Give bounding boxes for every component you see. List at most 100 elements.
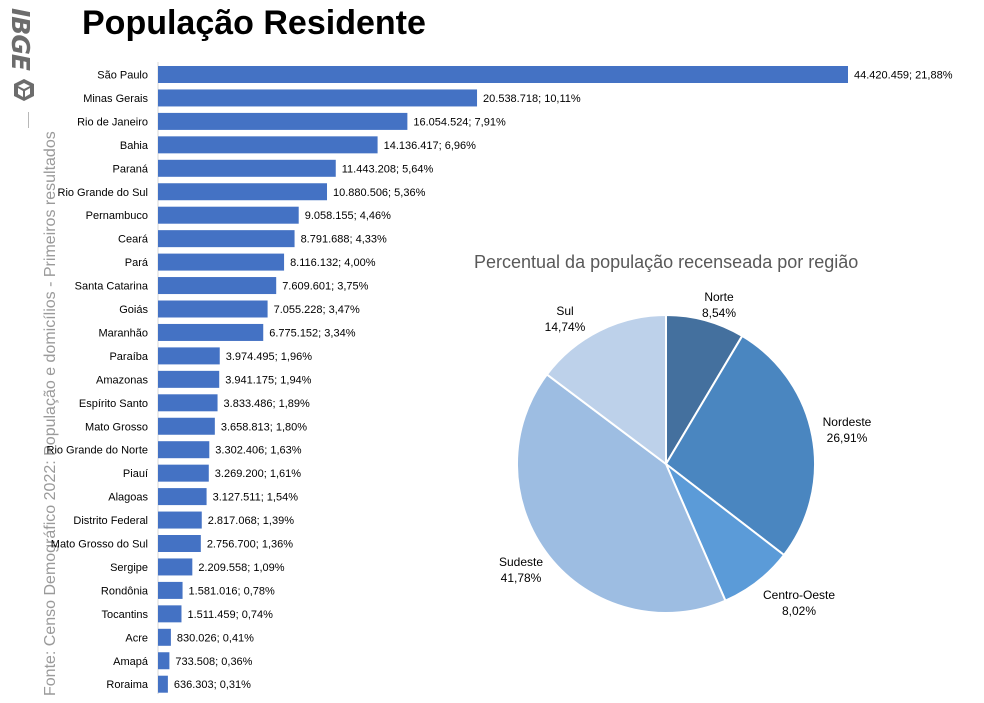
bar <box>158 417 215 435</box>
pie-slice-label: Nordeste <box>823 415 872 429</box>
bar <box>158 394 218 412</box>
bar-value-label: 3.658.813; 1,80% <box>221 421 307 433</box>
bar <box>158 628 171 646</box>
bar-value-label: 14.136.417; 6,96% <box>384 140 477 152</box>
bar <box>158 370 220 388</box>
bar-value-label: 830.026; 0,41% <box>177 632 254 644</box>
bar <box>158 277 277 295</box>
bar-category-label: Distrito Federal <box>73 515 148 527</box>
page-title: População Residente <box>82 4 426 42</box>
bar-value-label: 20.538.718; 10,11% <box>483 93 581 105</box>
pie-title: Percentual da população recenseada por r… <box>474 252 859 272</box>
bar <box>158 323 264 341</box>
bar-value-label: 8.116.132; 4,00% <box>290 257 376 269</box>
sidebar: IBGE Fonte: Censo Demográfico 2022: Popu… <box>0 0 59 703</box>
bar-value-label: 1.511.459; 0,74% <box>187 609 273 621</box>
bar <box>158 89 478 107</box>
bar-category-label: Rio Grande do Sul <box>58 187 149 199</box>
pie-slice <box>664 334 816 557</box>
bar-value-label: 3.941.175; 1,94% <box>225 374 311 386</box>
bar <box>158 535 201 552</box>
bar <box>158 230 295 248</box>
bar-value-label: 7.609.601; 3,75% <box>282 281 368 293</box>
bar-category-label: Sergipe <box>110 562 148 574</box>
bar-category-label: Piauí <box>123 468 148 480</box>
bar-category-label: Rondônia <box>101 585 149 597</box>
pie-slice-value: 8,54% <box>702 306 736 320</box>
bar-value-label: 3.127.511; 1,54% <box>213 492 299 504</box>
bar-value-label: 2.209.558; 1,09% <box>198 562 284 574</box>
bar <box>158 605 182 623</box>
bar-value-label: 3.833.486; 1,89% <box>224 398 310 410</box>
bar-category-label: Santa Catarina <box>75 281 149 293</box>
pie-slice-label: Norte <box>704 290 734 304</box>
bar-value-label: 8.791.688; 4,33% <box>301 234 387 246</box>
bar <box>158 159 336 177</box>
bar <box>158 581 183 599</box>
sidebar-divider <box>28 112 29 128</box>
pie-slice-value: 14,74% <box>545 320 586 334</box>
bar-value-label: 9.058.155; 4,46% <box>305 210 391 222</box>
ibge-cube-icon <box>14 79 34 101</box>
bar-category-label: Pará <box>125 257 149 269</box>
bar <box>158 66 848 83</box>
bar-value-label: 3.269.200; 1,61% <box>215 468 301 480</box>
bar-category-label: Amapá <box>113 656 149 668</box>
pie-slice-label: Sul <box>556 304 573 318</box>
bar-value-label: 733.508; 0,36% <box>175 656 252 668</box>
bar-category-label: Rio Grande do Norte <box>47 445 149 457</box>
bar-category-label: Mato Grosso do Sul <box>51 539 148 551</box>
bar <box>158 253 285 271</box>
bar-category-label: São Paulo <box>97 70 148 82</box>
bar <box>158 652 170 670</box>
bar <box>158 136 378 154</box>
bar-category-label: Alagoas <box>108 492 148 504</box>
pie-slice-label: Sudeste <box>499 555 543 569</box>
bar <box>158 675 168 693</box>
bar-value-label: 3.974.495; 1,96% <box>226 351 312 363</box>
bar <box>158 112 408 130</box>
pie-slice-label: Centro-Oeste <box>763 588 835 602</box>
bar-category-label: Paraíba <box>109 351 148 363</box>
bar <box>158 511 202 529</box>
bar <box>158 464 209 482</box>
bar-category-label: Roraima <box>106 679 148 691</box>
pie-slice-value: 8,02% <box>782 604 816 618</box>
bar-value-label: 2.817.068; 1,39% <box>208 515 294 527</box>
bar-category-label: Espírito Santo <box>79 398 148 410</box>
bar-value-label: 10.880.506; 5,36% <box>333 187 426 199</box>
bar-category-label: Bahia <box>120 140 149 152</box>
bar-category-label: Rio de Janeiro <box>77 116 148 128</box>
pie-slice <box>516 373 727 615</box>
bar <box>158 488 207 506</box>
bar-value-label: 1.581.016; 0,78% <box>189 585 275 597</box>
bar <box>158 300 268 318</box>
bar <box>158 183 328 201</box>
bar <box>158 558 193 576</box>
bar-category-label: Maranhão <box>98 327 148 339</box>
bar-value-label: 2.756.700; 1,36% <box>207 539 293 551</box>
bar-value-label: 16.054.524; 7,91% <box>413 116 506 128</box>
bar-value-label: 6.775.152; 3,34% <box>269 327 355 339</box>
bar-category-label: Tocantins <box>102 609 149 621</box>
bar-category-label: Amazonas <box>96 374 148 386</box>
bar-category-label: Paraná <box>113 163 149 175</box>
bar-category-label: Acre <box>125 632 148 644</box>
bar-category-label: Goiás <box>119 304 148 316</box>
pie-slice-value: 26,91% <box>827 431 868 445</box>
bar <box>158 441 210 459</box>
bar-value-label: 7.055.228; 3,47% <box>274 304 360 316</box>
bar-value-label: 636.303; 0,31% <box>174 679 251 691</box>
bar-value-label: 3.302.406; 1,63% <box>215 445 301 457</box>
bar-category-label: Mato Grosso <box>85 421 148 433</box>
bar-category-label: Minas Gerais <box>83 93 148 105</box>
pie-slice <box>545 313 667 467</box>
bar-category-label: Ceará <box>118 234 149 246</box>
pie-slice-value: 41,78% <box>501 571 542 585</box>
bar <box>158 347 220 365</box>
bar <box>158 206 299 224</box>
bar-category-label: Pernambuco <box>86 210 148 222</box>
bar-value-label: 44.420.459; 21,88% <box>854 70 953 82</box>
